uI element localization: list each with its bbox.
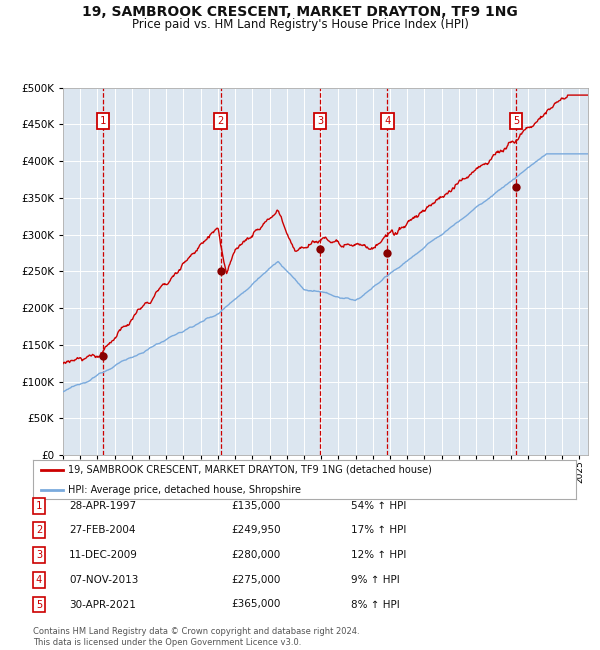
Text: £135,000: £135,000: [231, 500, 280, 511]
Text: 19, SAMBROOK CRESCENT, MARKET DRAYTON, TF9 1NG: 19, SAMBROOK CRESCENT, MARKET DRAYTON, T…: [82, 5, 518, 19]
Text: HPI: Average price, detached house, Shropshire: HPI: Average price, detached house, Shro…: [68, 485, 301, 495]
Text: 1: 1: [100, 116, 106, 126]
Text: 27-FEB-2004: 27-FEB-2004: [69, 525, 136, 536]
Text: 2: 2: [36, 525, 42, 536]
Text: 17% ↑ HPI: 17% ↑ HPI: [351, 525, 406, 536]
Text: Price paid vs. HM Land Registry's House Price Index (HPI): Price paid vs. HM Land Registry's House …: [131, 18, 469, 31]
Text: 4: 4: [36, 575, 42, 585]
Text: 9% ↑ HPI: 9% ↑ HPI: [351, 575, 400, 585]
Text: £280,000: £280,000: [231, 550, 280, 560]
Text: Contains HM Land Registry data © Crown copyright and database right 2024.
This d: Contains HM Land Registry data © Crown c…: [33, 627, 359, 647]
Text: 19, SAMBROOK CRESCENT, MARKET DRAYTON, TF9 1NG (detached house): 19, SAMBROOK CRESCENT, MARKET DRAYTON, T…: [68, 465, 432, 474]
Text: 8% ↑ HPI: 8% ↑ HPI: [351, 599, 400, 610]
Text: 12% ↑ HPI: 12% ↑ HPI: [351, 550, 406, 560]
Text: 5: 5: [36, 599, 42, 610]
Text: 30-APR-2021: 30-APR-2021: [69, 599, 136, 610]
Text: 4: 4: [384, 116, 391, 126]
Text: £249,950: £249,950: [231, 525, 281, 536]
Text: £275,000: £275,000: [231, 575, 280, 585]
Text: 07-NOV-2013: 07-NOV-2013: [69, 575, 139, 585]
Text: 28-APR-1997: 28-APR-1997: [69, 500, 136, 511]
Text: 11-DEC-2009: 11-DEC-2009: [69, 550, 138, 560]
Text: 1: 1: [36, 500, 42, 511]
Text: £365,000: £365,000: [231, 599, 280, 610]
Text: 5: 5: [513, 116, 520, 126]
Text: 2: 2: [218, 116, 224, 126]
Text: 3: 3: [317, 116, 323, 126]
Text: 54% ↑ HPI: 54% ↑ HPI: [351, 500, 406, 511]
Text: 3: 3: [36, 550, 42, 560]
